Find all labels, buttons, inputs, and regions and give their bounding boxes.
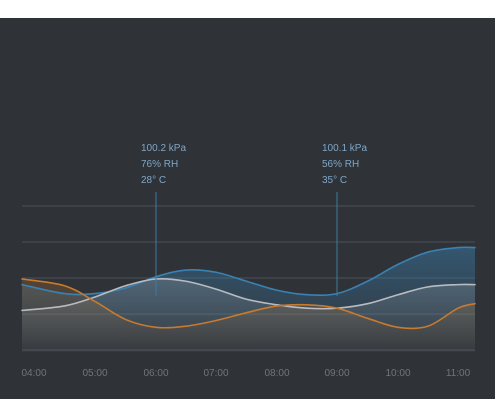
annotation-markers [155, 192, 338, 296]
annotation-1-line-2: 76% RH [141, 159, 178, 170]
annotation-readouts: 100.2 kPa 76% RH 28° C 100.1 kPa 56% RH 35° C [141, 143, 367, 186]
x-tick-label: 10:00 [385, 368, 410, 379]
x-tick-label: 09:00 [324, 368, 349, 379]
x-tick-label: 04:00 [21, 368, 46, 379]
x-tick-label: 07:00 [203, 368, 228, 379]
x-tick-label: 06:00 [143, 368, 168, 379]
x-tick-label: 05:00 [82, 368, 107, 379]
temperature-area [22, 279, 475, 352]
humidity-line [21, 277, 476, 312]
series-lines [21, 246, 476, 330]
temperature-line [21, 278, 476, 330]
x-axis-ticks: 04:00 05:00 06:00 07:00 08:00 09:00 10:00 11:00 [21, 368, 470, 379]
x-tick-label: 11:00 [446, 368, 471, 379]
x-tick-label: 08:00 [264, 368, 289, 379]
annotation-1-line-1: 100.2 kPa [141, 143, 186, 154]
annotation-2-line-2: 56% RH [322, 159, 359, 170]
annotation-1-line-3: 28° C [141, 175, 166, 186]
annotation-2-line-3: 35° C [322, 175, 347, 186]
annotation-2-line-1: 100.1 kPa [322, 143, 367, 154]
